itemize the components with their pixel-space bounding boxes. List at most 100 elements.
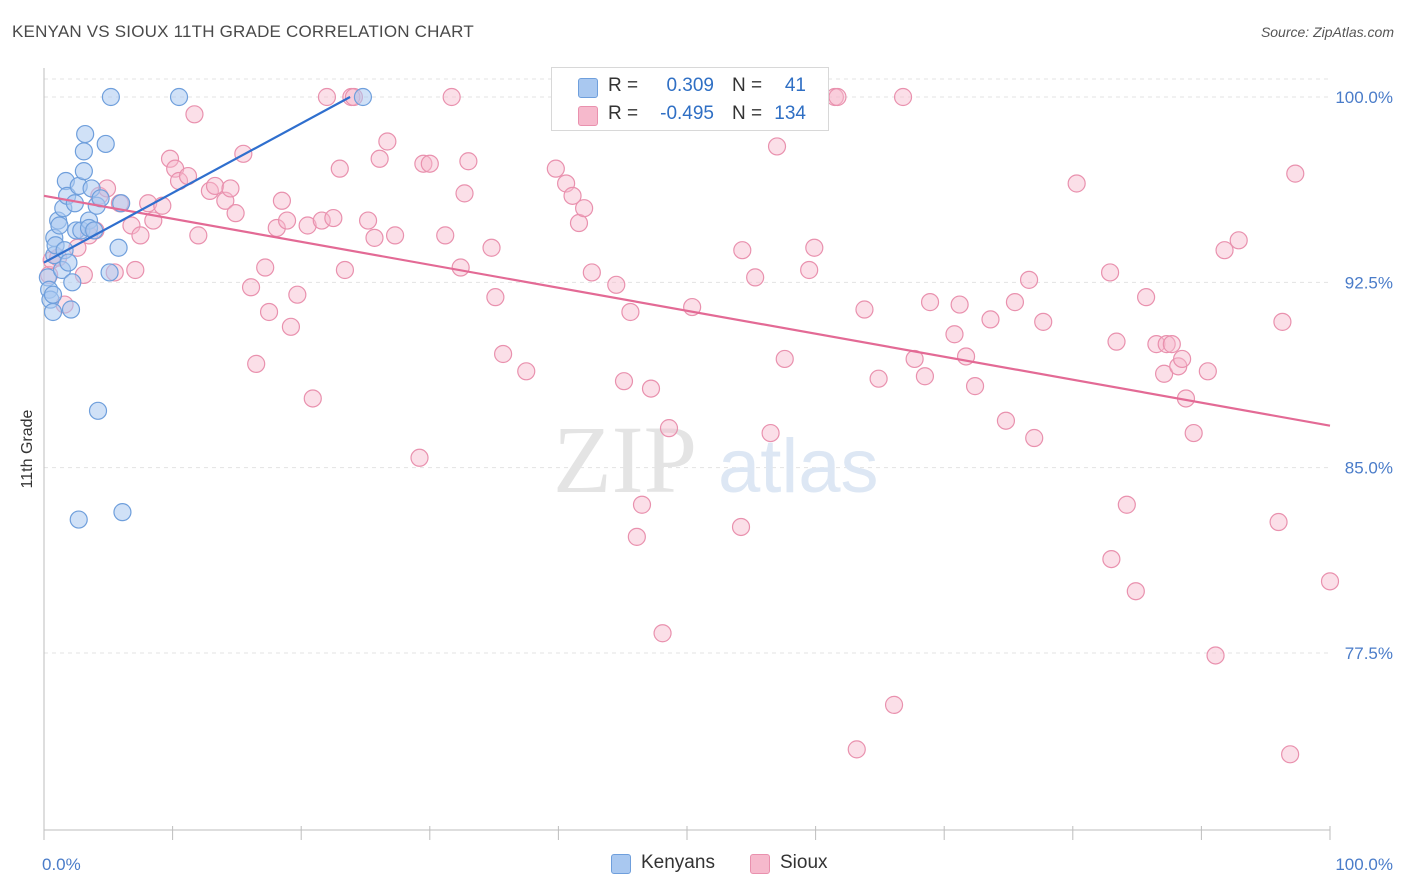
kenyan-point <box>88 401 108 420</box>
sioux-point <box>259 302 279 322</box>
legend: R = 0.309 N = 41 R = -0.495 N = 134 <box>551 67 829 131</box>
chart-title: KENYAN VS SIOUX 11TH GRADE CORRELATION C… <box>12 22 474 41</box>
sioux-point <box>1206 646 1225 665</box>
legend-r-label-kenyans: R = <box>608 75 639 96</box>
y-tick-label: 77.5% <box>1345 644 1393 663</box>
chart-source: Source: ZipAtlas.com <box>1260 24 1394 40</box>
kenyan-point <box>69 510 88 529</box>
kenyan-point <box>112 194 131 213</box>
sioux-point <box>221 179 240 198</box>
sioux-point <box>621 302 640 322</box>
sioux-point <box>442 87 461 107</box>
sioux-point <box>160 149 180 168</box>
bottom-legend-swatch-kenyans <box>611 854 631 874</box>
sioux-point <box>1034 312 1053 331</box>
legend-n-label-sioux: N = <box>732 103 763 124</box>
kenyan-points <box>38 87 373 529</box>
sioux-point <box>247 354 266 373</box>
sioux-point <box>189 226 208 245</box>
sioux-point <box>1137 288 1156 307</box>
x-tick-label-max: 100.0% <box>1335 855 1393 874</box>
sioux-point <box>317 87 337 107</box>
kenyan-point <box>61 300 81 319</box>
sioux-point <box>1147 335 1166 354</box>
sioux-point <box>272 191 292 210</box>
sioux-point <box>607 275 626 294</box>
sioux-point <box>205 176 225 196</box>
sioux-point <box>761 423 780 443</box>
y-tick-labels: 100.0% 92.5% 85.0% 77.5% <box>1335 88 1393 663</box>
sioux-point <box>1269 512 1288 532</box>
sioux-point <box>1107 332 1126 351</box>
sioux-point <box>1273 312 1292 331</box>
legend-row-sioux: R = -0.495 N = 134 <box>552 101 828 129</box>
sioux-point <box>226 204 245 223</box>
kenyan-point <box>76 124 95 144</box>
sioux-point <box>185 105 204 124</box>
sioux-point <box>996 411 1016 430</box>
sioux-point <box>330 159 349 178</box>
sioux-point <box>482 238 501 257</box>
sioux-point <box>546 159 565 178</box>
sioux-point <box>775 349 794 369</box>
sioux-point <box>632 495 652 514</box>
sioux-point <box>420 154 439 173</box>
sioux-point <box>410 448 429 467</box>
sioux-point <box>965 377 985 396</box>
kenyan-point <box>63 273 82 292</box>
sioux-point <box>365 228 384 247</box>
bottom-legend-swatch-sioux <box>750 854 770 874</box>
sioux-point <box>436 226 455 245</box>
x-ticks <box>43 826 1331 840</box>
sioux-point <box>324 208 343 228</box>
sioux-point <box>298 216 317 235</box>
kenyan-point <box>74 162 93 181</box>
sioux-point <box>575 199 594 218</box>
watermark-zip: ZIP <box>553 406 697 513</box>
sioux-point <box>950 295 969 314</box>
sioux-points <box>40 87 1340 764</box>
sioux-point <box>893 87 913 107</box>
sioux-point <box>1157 335 1176 354</box>
sioux-point <box>378 132 397 151</box>
sioux-point <box>805 238 824 257</box>
grid-lines <box>44 78 1330 654</box>
sioux-point <box>945 325 964 344</box>
sioux-point <box>1102 549 1121 569</box>
sioux-point <box>459 152 478 171</box>
bottom-legend-label-kenyans: Kenyans <box>641 852 715 873</box>
legend-row-kenyans: R = 0.309 N = 41 <box>552 73 828 101</box>
kenyan-point <box>74 142 93 161</box>
sioux-point <box>414 154 433 173</box>
sioux-point <box>1005 293 1025 312</box>
kenyan-point <box>50 216 69 235</box>
legend-swatch-sioux <box>578 106 598 126</box>
sioux-point <box>288 285 307 304</box>
kenyan-point <box>43 302 63 322</box>
kenyan-point <box>169 87 189 107</box>
sioux-point <box>1155 364 1174 383</box>
sioux-point <box>731 517 751 537</box>
sioux-point <box>1320 572 1340 591</box>
sioux-point <box>1117 495 1136 514</box>
sioux-point <box>869 369 888 388</box>
legend-r-label-sioux: R = <box>608 103 639 124</box>
sioux-point <box>733 241 752 260</box>
watermark: ZIP atlas <box>553 406 879 513</box>
sioux-point <box>1025 428 1044 448</box>
sioux-point <box>920 293 940 312</box>
sioux-point <box>122 216 141 235</box>
legend-n-value-sioux: 134 <box>774 103 806 124</box>
sioux-point <box>126 260 145 280</box>
sioux-point <box>563 186 582 205</box>
bottom-legend: Kenyans Sioux <box>0 852 1406 878</box>
sioux-point <box>1067 174 1086 193</box>
sioux-point <box>451 258 470 277</box>
y-tick-label: 85.0% <box>1345 459 1393 478</box>
sioux-point <box>767 137 787 156</box>
y-axis-label: 11th Grade <box>19 409 36 488</box>
kenyan-point <box>100 263 119 282</box>
y-tick-label: 92.5% <box>1345 273 1393 292</box>
kenyan-point <box>96 134 115 154</box>
